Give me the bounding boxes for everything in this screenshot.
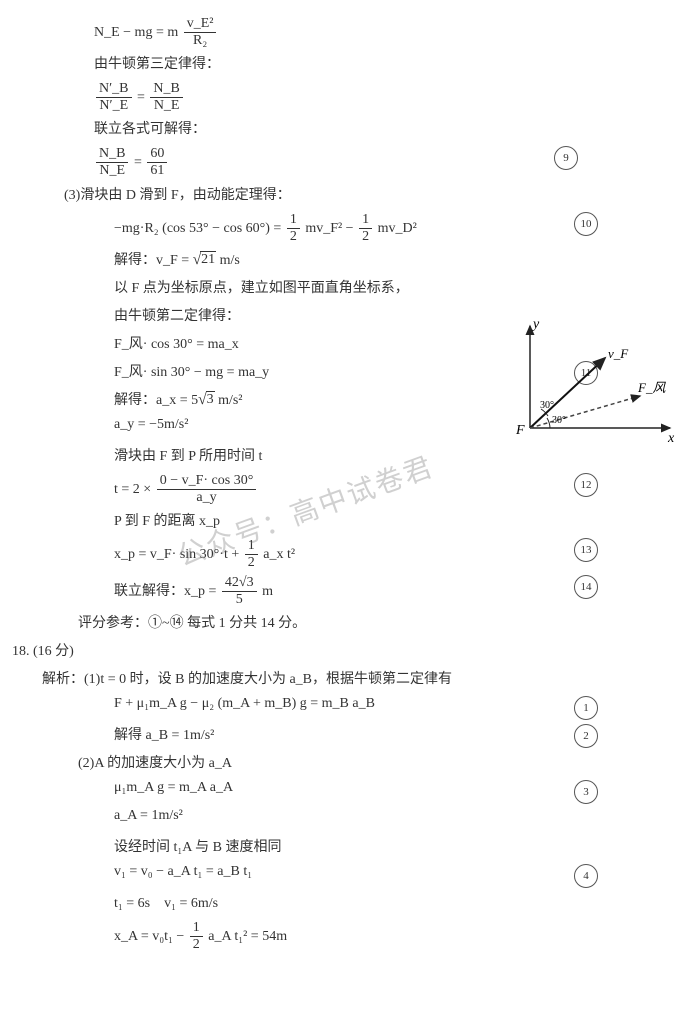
eqtag-3: 3 xyxy=(574,780,598,804)
q18-part2-intro: (2)A 的加速度大小为 a_A xyxy=(78,752,686,776)
eqtag-12: 12 xyxy=(574,473,598,497)
eq-ratio: N′_BN′_E = N_BN_E xyxy=(94,81,686,114)
vf-label: v_F xyxy=(608,346,629,361)
eqtag-1: 1 xyxy=(574,696,598,720)
eq10: −mg·R₂ (cos 53° − cos 60°) = 12 mv_F² − … xyxy=(114,212,686,245)
q18-eq3: μ₁m_A g = m_A a_A 3 xyxy=(114,780,686,804)
eqtag-2: 2 xyxy=(574,724,598,748)
angle-arc-1 xyxy=(547,418,550,428)
newton3-text: 由牛顿第三定律得： xyxy=(94,53,686,77)
eqtag-14: 14 xyxy=(574,575,598,599)
q18-eq1: F + μ₁m_A g − μ₂ (m_A + m_B) g = m_B a_B… xyxy=(114,696,686,720)
eq-t: t = 2 × 0 − v_F· cos 30°a_y 12 xyxy=(114,473,686,506)
dist-pf: P 到 F 的距离 x_p xyxy=(114,510,686,534)
eqtag-13: 13 xyxy=(574,538,598,562)
eq-final: 联立解得：x_p = 42√35 m 14 xyxy=(114,575,686,608)
text: N_E − mg = m v_E²R₂ xyxy=(94,16,218,49)
q18-header: 18. (16 分) xyxy=(12,640,686,664)
q18-t1v1: t₁ = 6s v₁ = 6m/s xyxy=(114,892,686,916)
eq-result9: N_BN_E = 6061 9 xyxy=(94,146,686,179)
coord-diagram: y x F v_F F_风 30° 30° xyxy=(510,318,680,468)
q18-t1intro: 设经时间 t₁A 与 B 速度相同 xyxy=(114,836,686,860)
eq-xp: x_p = v_F· sin 30°·t + 12 a_x t² 13 xyxy=(114,538,686,571)
origin-label: F xyxy=(515,423,525,438)
combine-text: 联立各式可解得： xyxy=(94,118,686,142)
fwind-label: F_风 xyxy=(637,380,666,395)
eqtag-10: 10 xyxy=(574,212,598,236)
scoring17: 评分参考：①~⑭ 每式 1 分共 14 分。 xyxy=(78,612,686,636)
angle1-label: 30° xyxy=(552,415,566,426)
y-label: y xyxy=(531,318,540,332)
eqtag-9: 9 xyxy=(554,146,578,170)
x-label: x xyxy=(667,431,675,446)
q18-aA: a_A = 1m/s² xyxy=(114,808,686,832)
q18-solve1: 解得 a_B = 1m/s² 2 xyxy=(114,724,686,748)
coord-text: 以 F 点为坐标原点，建立如图平面直角坐标系， xyxy=(114,277,686,301)
solve-vf: 解得：v_F = 21 m/s xyxy=(114,249,686,273)
q18-eq4: v₁ = v₀ − a_A t₁ = a_B t₁ 4 xyxy=(114,864,686,888)
eq-ne: N_E − mg = m v_E²R₂ xyxy=(94,16,686,49)
q18-part1-intro: 解析：(1)t = 0 时，设 B 的加速度大小为 a_B，根据牛顿第二定律有 xyxy=(42,668,686,692)
eqtag-4: 4 xyxy=(574,864,598,888)
q18-xA: x_A = v₀t₁ − 12 a_A t₁² = 54m xyxy=(114,920,686,953)
angle2-label: 30° xyxy=(540,400,554,411)
part3-intro: (3)滑块由 D 滑到 F，由动能定理得： xyxy=(64,184,686,208)
